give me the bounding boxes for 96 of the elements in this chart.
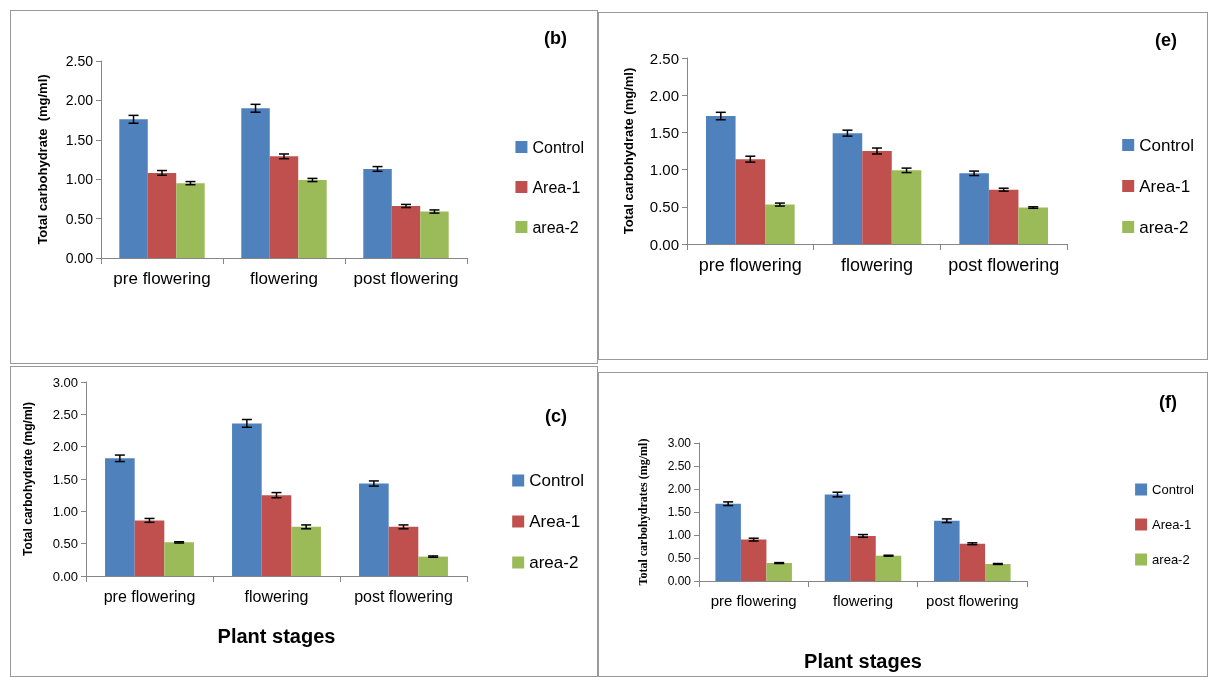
- legend-label: area-2: [532, 218, 579, 236]
- bar: [824, 494, 851, 581]
- x-tick-label: post flowering: [926, 592, 1019, 609]
- bar: [985, 563, 1011, 581]
- x-tick-label: flowering: [840, 255, 914, 275]
- y-tick-label: 1.50: [65, 131, 94, 148]
- y-axis-title: Total carbohydrate (mg/ml): [621, 67, 636, 235]
- bar: [241, 108, 270, 258]
- text: (c): [545, 406, 568, 426]
- y-tick-label: 0.00: [667, 574, 692, 588]
- bar: [418, 556, 448, 576]
- x-axis-title: Plant stages: [804, 650, 922, 672]
- bar: [269, 156, 299, 258]
- legend-label: Control: [1139, 135, 1195, 155]
- bar: [291, 526, 321, 576]
- bar: [850, 535, 876, 581]
- y-tick-label: 0.00: [649, 235, 679, 253]
- bar: [298, 179, 327, 258]
- bar: [891, 170, 922, 244]
- x-tick-label: post flowering: [948, 255, 1060, 275]
- legend-label: area-2: [1152, 552, 1190, 567]
- legend-label: area-2: [1139, 217, 1189, 237]
- x-axis-title: Plant stages: [217, 625, 336, 647]
- text: (b): [544, 28, 568, 48]
- y-tick-label: 0.50: [65, 210, 94, 227]
- y-tick-label: 2.00: [667, 482, 692, 496]
- x-tick-label: pre flowering: [710, 592, 797, 609]
- y-tick-label: 1.50: [649, 123, 679, 141]
- bar: [735, 159, 766, 244]
- y-tick-label: 3.00: [667, 436, 692, 450]
- y-tick-label: 1.00: [649, 161, 679, 179]
- x-tick-label: pre flowering: [698, 255, 802, 275]
- legend-label: Area-1: [1152, 517, 1192, 532]
- y-axis-title: Total carbohydrate (mg/ml): [21, 402, 35, 556]
- bar: [959, 543, 986, 581]
- bar: [706, 116, 736, 244]
- bar: [988, 189, 1019, 244]
- y-tick-label: 0.00: [52, 568, 78, 584]
- y-tick-label: 0.50: [667, 551, 692, 565]
- y-tick-label: 2.00: [65, 92, 94, 109]
- legend-label: Area-1: [532, 178, 581, 196]
- bar: [388, 526, 419, 576]
- bar: [832, 133, 863, 244]
- y-axis-title: Total carbohydrates (mg/ml): [636, 438, 650, 586]
- x-tick-label: pre flowering: [103, 587, 196, 605]
- x-tick-label: flowering: [832, 592, 894, 609]
- bar: [105, 458, 135, 576]
- text: (e): [1155, 30, 1178, 50]
- y-tick-label: 2.50: [65, 53, 94, 69]
- bar: [261, 495, 292, 576]
- y-tick-label: 0.00: [65, 250, 94, 266]
- bar: [359, 483, 389, 576]
- bar: [232, 423, 262, 576]
- text: (f): [1159, 392, 1178, 412]
- y-tick-label: 1.50: [52, 471, 78, 487]
- y-tick-label: 0.50: [649, 198, 679, 216]
- bar: [119, 119, 148, 258]
- legend-label: Area-1: [1139, 176, 1191, 196]
- x-tick-label: post flowering: [354, 587, 453, 605]
- y-tick-label: 1.00: [65, 171, 94, 188]
- bar: [164, 542, 194, 576]
- x-tick-label: flowering: [244, 587, 309, 605]
- bar: [391, 205, 421, 258]
- bar: [959, 173, 989, 244]
- y-tick-label: 1.00: [667, 528, 692, 542]
- x-tick-label: flowering: [249, 269, 319, 288]
- y-tick-label: 1.50: [667, 505, 692, 519]
- y-tick-label: 2.50: [667, 459, 692, 473]
- y-tick-label: 2.00: [52, 439, 78, 455]
- y-tick-label: 1.00: [52, 503, 78, 519]
- legend-label: Control: [532, 138, 584, 156]
- bar: [147, 172, 177, 258]
- bar: [134, 520, 165, 576]
- x-tick-label: post flowering: [353, 269, 459, 288]
- bar: [862, 151, 892, 244]
- y-tick-label: 2.50: [52, 406, 78, 422]
- bar: [875, 555, 902, 581]
- bar: [176, 183, 205, 258]
- legend-label: Control: [1152, 482, 1195, 497]
- bar: [363, 168, 392, 258]
- y-axis-title: Total carbohydrate (mg/ml): [35, 74, 50, 245]
- y-tick-label: 0.50: [52, 536, 78, 552]
- bar: [1018, 207, 1048, 244]
- legend-label: Area-1: [529, 512, 581, 531]
- y-tick-label: 2.00: [649, 86, 679, 104]
- bar: [766, 563, 792, 581]
- bar: [765, 204, 795, 244]
- legend-label: Control: [529, 471, 585, 490]
- legend-label: area-2: [529, 553, 579, 572]
- x-tick-label: pre flowering: [113, 269, 211, 288]
- bar: [740, 539, 767, 581]
- bar: [420, 211, 449, 258]
- bar: [934, 520, 960, 581]
- y-tick-label: 2.50: [649, 49, 679, 67]
- bar: [715, 503, 741, 581]
- y-tick-label: 3.00: [52, 374, 78, 390]
